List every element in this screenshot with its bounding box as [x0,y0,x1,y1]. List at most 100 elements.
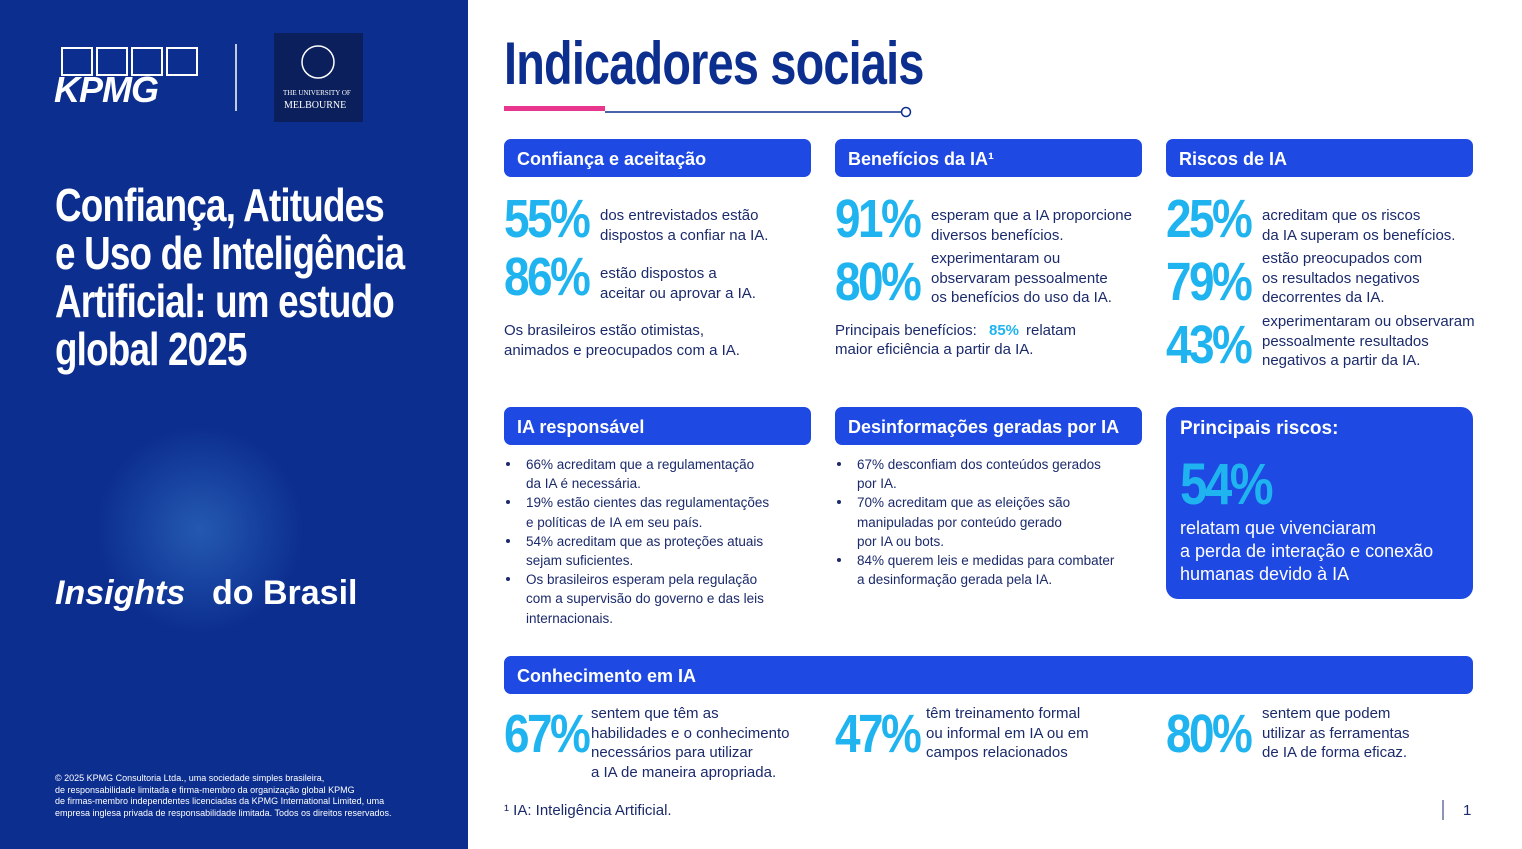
stat-value: 47% [835,704,922,764]
insights-label: do Brasil [212,574,358,612]
section-title: Riscos de IA [1179,149,1288,169]
bullet-dot [837,500,841,505]
stat-text: ou informal em IA ou em [926,724,1089,742]
bullet-dot [506,462,510,466]
bullet-text: por IA ou bots. [857,533,945,549]
section-title: IA responsável [517,417,645,437]
bullet-text: Os brasileiros esperam pela regulação [526,572,758,588]
stat-text: necessários para utilizar [591,744,753,761]
bullet-text: por IA. [857,476,897,492]
stat-text: campos relacionados [926,744,1068,761]
report-title: Artificial: um estudo [55,275,395,327]
note: relatam [1026,322,1077,339]
bullet-dot [837,558,841,562]
bullet-dot [837,462,841,466]
bullet-text: 19% estão cientes das regulamentações [526,495,770,511]
bullet-text: e políticas de IA em seu país. [526,514,703,530]
bullet-text: a desinformação gerada pela IA. [857,572,1053,588]
page-title: Indicadores sociais [504,30,924,97]
copyright: de firmas-membro independentes licenciad… [55,796,385,806]
bullet-text: sejam suficientes. [526,553,634,568]
copyright: de responsabilidade limitada e firma-mem… [55,784,355,795]
stat-text: esperam que a IA proporcione [931,207,1132,224]
bullet-text: 67% desconfiam dos conteúdos gerados [857,457,1101,472]
bullet-text: 84% querem leis e medidas para combater [857,553,1115,568]
section-title: Benefícios da IA¹ [848,149,995,169]
crest [301,45,335,79]
kpmg-logo: KPMG [54,69,159,110]
stat-text: estão dispostos a [600,265,717,282]
note: Principais benefícios: [835,322,977,339]
note: animados e preocupados com a IA. [504,341,740,359]
section-title: Desinformações geradas por IA [848,417,1120,437]
risk-value: 54% [1180,452,1274,517]
bullet-dot [506,500,510,505]
footnote: ¹ IA: Inteligência Artificial. [504,802,672,819]
stat-text: habilidades e o conhecimento [591,724,790,742]
stat-value: 80% [1166,704,1253,764]
section-header [835,407,1142,445]
stat-text: os resultados negativos [1262,269,1420,287]
stat-text: sentem que têm as [591,705,719,722]
stat-value: 79% [1166,252,1253,312]
section-title: Confiança e aceitação [517,149,707,169]
stat-text: de IA de forma eficaz. [1262,744,1408,761]
page-number: 1 [1463,802,1472,819]
kpmg-boxes [61,47,198,76]
bullet-text: da IA é necessária. [526,476,641,492]
risk-text: a perda de interação e conexão [1180,541,1434,561]
bullet-text: 70% acreditam que as eleições são [857,495,1071,511]
bullet-text: 66% acreditam que a regulamentação [526,457,755,472]
stat-text: estão preocupados com [1262,250,1423,267]
stat-text: experimentaram ou observaram [1262,313,1475,330]
rule-end [900,106,912,118]
risk-text: humanas devido à IA [1180,564,1350,584]
bullet-dot [506,538,510,543]
stat-text: decorrentes da IA. [1262,289,1385,306]
section-title: Conhecimento em IA [517,666,697,686]
stat-value: 67% [504,704,591,764]
bullet-text: manipuladas por conteúdo gerado [857,514,1062,530]
stat-text: dispostos a confiar na IA. [600,226,769,244]
accent-bar [504,106,605,111]
section-header [504,656,1473,694]
report-title: Confiança, Atitudes [55,179,385,231]
stat-text: experimentaram ou [931,250,1061,267]
stat-text: dos entrevistados estão [600,207,759,224]
sidebar [0,0,468,849]
bullet-dot [506,577,510,582]
stat-text: os benefícios do uso da IA. [931,289,1112,306]
stat-text: têm treinamento formal [926,705,1081,722]
stat-text: a IA de maneira apropriada. [591,763,777,781]
stat-text: diversos benefícios. [931,226,1064,244]
stat-text: utilizar as ferramentas [1262,724,1410,742]
stat-text: sentem que podem [1262,705,1391,722]
risk-text: relatam que vivenciaram [1180,518,1377,538]
bullet-text: internacionais. [526,610,614,626]
copyright: © 2025 KPMG Consultoria Ltda., uma socie… [55,773,325,783]
report-title: global 2025 [55,323,247,375]
stat-value: 55% [504,189,591,249]
risk-box [1166,407,1473,599]
stat-text: da IA superam os benefícios. [1262,226,1456,244]
insights-label: Insights [55,574,186,612]
risk-title: Principais riscos: [1180,418,1339,439]
stat-text: observaram pessoalmente [931,269,1108,287]
bullet-text: com a supervisão do governo e das leis [526,591,764,607]
stat-value: 80% [835,252,922,312]
stat-text: negativos a partir da IA. [1262,352,1421,369]
section-header [835,139,1142,177]
section-header [504,139,811,177]
stat-value: 86% [504,247,591,307]
section-header [1166,139,1473,177]
stat-text: aceitar ou aprovar a IA. [600,284,756,302]
note: Os brasileiros estão otimistas, [504,322,705,339]
stat-value: 91% [835,189,922,249]
copyright: empresa inglesa privada de responsabilid… [55,807,392,818]
university-name: MELBOURNE [284,100,347,111]
section-header [504,407,811,445]
stat-value: 43% [1166,315,1253,375]
stat-value: 25% [1166,189,1253,249]
